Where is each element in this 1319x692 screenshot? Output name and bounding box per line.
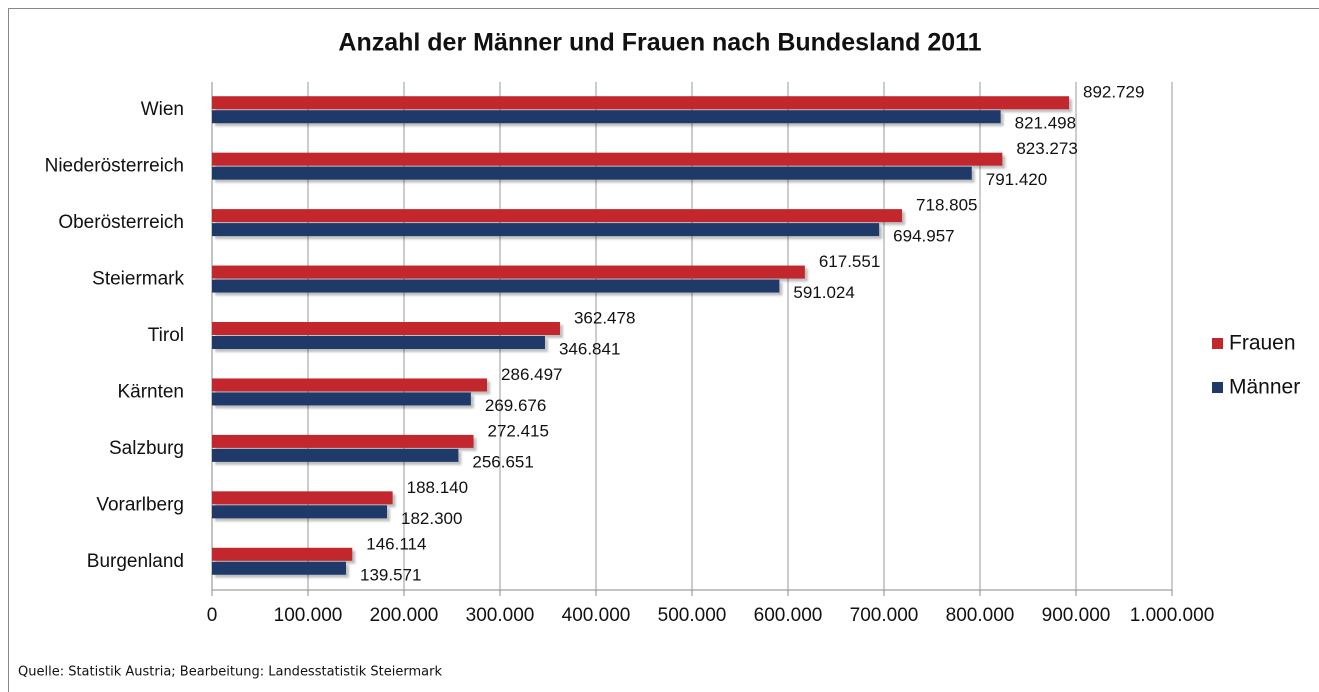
bar [212, 547, 353, 561]
legend-swatch [1212, 338, 1223, 349]
x-tick-label: 100.000 [274, 605, 343, 626]
value-label: 269.676 [485, 396, 546, 415]
value-label: 146.114 [366, 534, 426, 553]
bar [212, 561, 346, 575]
bar [212, 152, 1003, 166]
y-tick-label: Vorarlberg [96, 494, 184, 515]
bar [212, 448, 459, 462]
value-label: 591.024 [793, 283, 854, 302]
y-tick-label: Salzburg [109, 438, 184, 459]
value-label: 823.273 [1016, 139, 1077, 158]
x-tick-label: 400.000 [562, 605, 631, 626]
x-tick-label: 900.000 [1042, 605, 1111, 626]
x-tick-label: 200.000 [370, 605, 439, 626]
value-label: 617.551 [819, 252, 880, 271]
value-label: 139.571 [360, 565, 421, 584]
value-label: 286.497 [501, 365, 562, 384]
bar [212, 110, 1001, 124]
x-tick-label: 0 [207, 605, 218, 626]
value-label: 694.957 [893, 227, 954, 246]
value-label: 188.140 [407, 478, 468, 497]
frame [8, 8, 1319, 692]
bar [212, 505, 388, 519]
value-label: 346.841 [559, 339, 620, 358]
y-tick-label: Steiermark [92, 269, 184, 290]
value-label: 821.498 [1015, 114, 1076, 133]
value-label: 892.729 [1083, 83, 1144, 102]
bar [212, 209, 903, 223]
value-label: 718.805 [916, 196, 977, 215]
bar [212, 166, 972, 180]
bar [212, 223, 880, 237]
y-tick-label: Burgenland [87, 551, 184, 572]
value-label: 256.651 [472, 452, 533, 471]
value-label: 272.415 [488, 421, 549, 440]
y-tick-label: Kärnten [117, 381, 184, 402]
value-label: 791.420 [986, 170, 1047, 189]
legend-label: Männer [1229, 376, 1300, 399]
source: Quelle: Statistik Austria; Bearbeitung: … [18, 665, 442, 680]
bar [212, 279, 780, 293]
x-tick-label: 500.000 [658, 605, 727, 626]
x-tick-label: 700.000 [850, 605, 919, 626]
bar [212, 265, 805, 279]
y-tick-label: Wien [141, 99, 184, 120]
bar [212, 392, 471, 406]
bar [212, 96, 1070, 110]
y-tick-label: Oberösterreich [58, 212, 184, 233]
chart-title: Anzahl der Männer und Frauen nach Bundes… [338, 29, 981, 57]
value-label: 362.478 [574, 308, 635, 327]
legend-label: Frauen [1229, 332, 1296, 355]
x-tick-label: 300.000 [466, 605, 535, 626]
bar [212, 491, 393, 505]
bar [212, 378, 488, 392]
y-tick-label: Tirol [148, 325, 184, 346]
x-tick-label: 600.000 [754, 605, 823, 626]
bar [212, 322, 560, 335]
bar [212, 434, 474, 448]
bar [212, 336, 545, 349]
value-label: 182.300 [401, 509, 462, 528]
x-tick-label: 1.000.000 [1130, 605, 1215, 626]
legend-swatch [1212, 382, 1223, 393]
x-tick-label: 800.000 [946, 605, 1015, 626]
y-tick-label: Niederösterreich [45, 156, 184, 177]
